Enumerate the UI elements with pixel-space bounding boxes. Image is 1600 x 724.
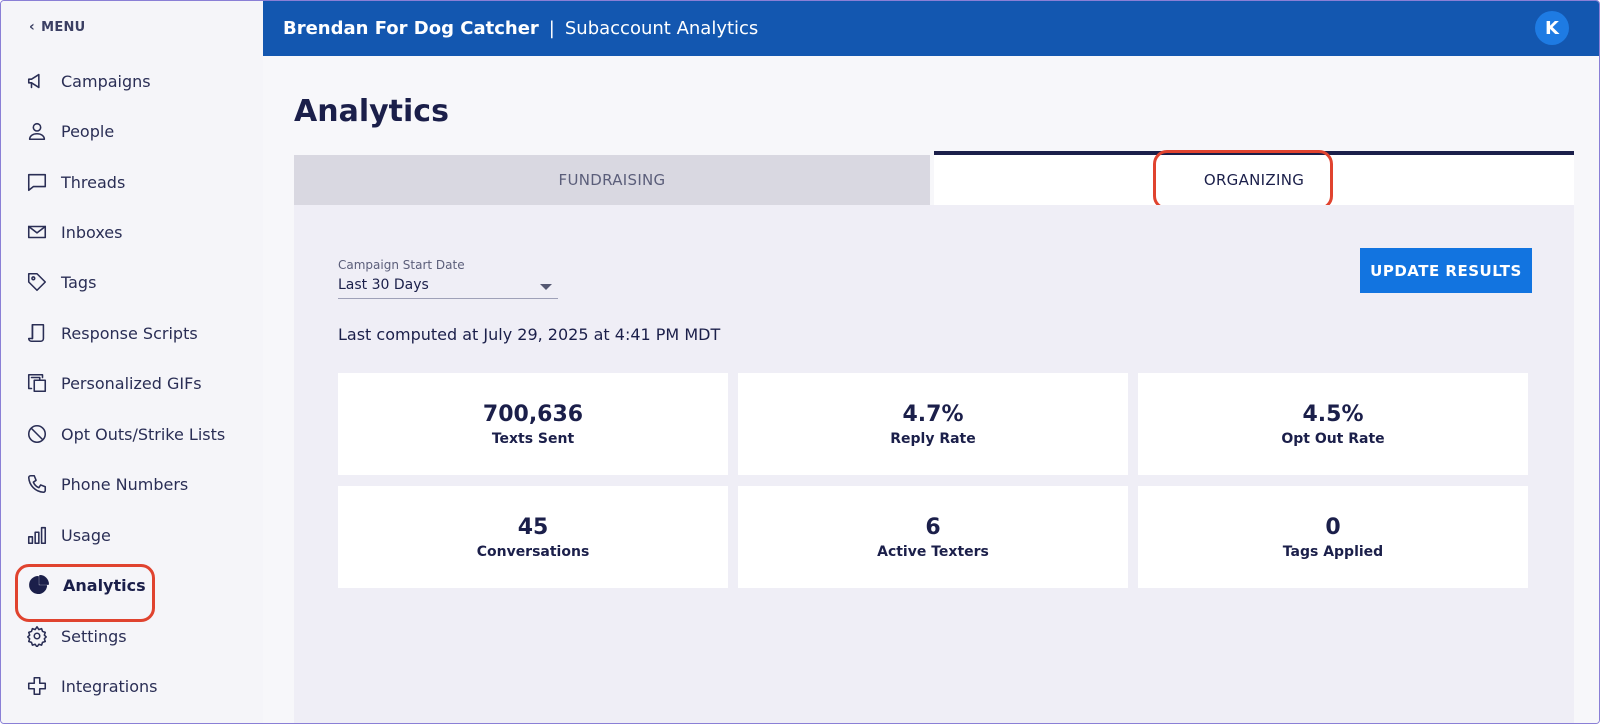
sidebar-item-usage[interactable]: Usage (25, 517, 111, 553)
person-icon (25, 119, 49, 143)
analytics-highlight-annotation (15, 564, 155, 622)
sidebar-item-phone-numbers[interactable]: Phone Numbers (25, 466, 188, 502)
sidebar-item-inboxes[interactable]: Inboxes (25, 214, 122, 250)
menu-label: MENU (41, 19, 86, 35)
stat-value: 45 (517, 514, 549, 540)
stat-card-tags-applied: 0 Tags Applied (1138, 486, 1528, 588)
sidebar-item-label: Integrations (61, 676, 158, 696)
gear-icon (25, 624, 49, 648)
sidebar-item-label: Settings (61, 626, 127, 646)
stat-card-reply-rate: 4.7% Reply Rate (738, 373, 1128, 475)
update-results-button[interactable]: UPDATE RESULTS (1360, 248, 1532, 293)
sidebar-item-integrations[interactable]: Integrations (25, 668, 158, 704)
plus-outline-icon (25, 674, 49, 698)
sidebar-item-people[interactable]: People (25, 113, 114, 149)
caret-down-icon (540, 284, 552, 290)
bar-chart-icon (25, 523, 49, 547)
sidebar-item-label: Tags (61, 272, 97, 292)
header-bar: Brendan For Dog Catcher | Subaccount Ana… (263, 1, 1599, 56)
stat-card-conversations: 45 Conversations (338, 486, 728, 588)
stat-label: Active Texters (877, 543, 989, 560)
stat-label: Reply Rate (890, 430, 976, 447)
sidebar-item-settings[interactable]: Settings (25, 618, 127, 654)
analytics-panel: Campaign Start Date Last 30 Days UPDATE … (294, 205, 1574, 723)
sidebar-item-label: Opt Outs/Strike Lists (61, 424, 226, 444)
sidebar-item-opt-outs[interactable]: Opt Outs/Strike Lists (25, 416, 225, 452)
megaphone-icon (25, 69, 49, 93)
sidebar-item-label: Usage (61, 525, 111, 545)
sidebar-item-campaigns[interactable]: Campaigns (25, 63, 151, 99)
sidebar-item-response-scripts[interactable]: Response Scripts (25, 315, 198, 351)
tab-bar: FUNDRAISING ORGANIZING (294, 151, 1574, 205)
sidebar-item-label: Response Scripts (61, 323, 198, 343)
main-content: Analytics FUNDRAISING ORGANIZING Campaig… (263, 56, 1599, 723)
stat-label: Opt Out Rate (1281, 430, 1385, 447)
block-icon (25, 422, 49, 446)
date-filter-value: Last 30 Days (338, 277, 429, 293)
avatar[interactable]: K (1535, 11, 1569, 45)
script-icon (25, 321, 49, 345)
copy-stack-icon (25, 371, 49, 395)
last-computed-text: Last computed at July 29, 2025 at 4:41 P… (338, 325, 721, 344)
stat-card-texts-sent: 700,636 Texts Sent (338, 373, 728, 475)
chevron-left-icon: ‹ (29, 19, 36, 35)
stat-label: Texts Sent (491, 430, 575, 447)
sidebar-item-label: Phone Numbers (61, 474, 189, 494)
stat-value: 0 (1325, 514, 1341, 540)
sidebar-item-label: People (61, 121, 115, 141)
sidebar-item-threads[interactable]: Threads (25, 164, 125, 200)
stat-label: Tags Applied (1282, 543, 1384, 560)
menu-back-button[interactable]: ‹ MENU (29, 19, 86, 35)
tag-icon (25, 270, 49, 294)
phone-icon (25, 472, 49, 496)
header-separator: | (548, 18, 555, 39)
sidebar-item-tags[interactable]: Tags (25, 264, 96, 300)
tab-organizing[interactable]: ORGANIZING (934, 151, 1574, 205)
chat-bubble-icon (25, 170, 49, 194)
stat-value: 4.7% (902, 401, 964, 427)
organizing-highlight-annotation (1153, 150, 1333, 210)
sidebar-item-label: Analytics (63, 575, 146, 595)
date-filter-label: Campaign Start Date (338, 258, 465, 272)
header-subtitle: Subaccount Analytics (564, 18, 759, 39)
stat-value: 4.5% (1302, 401, 1364, 427)
date-filter-select[interactable]: Last 30 Days (338, 277, 558, 299)
stat-card-opt-out-rate: 4.5% Opt Out Rate (1138, 373, 1528, 475)
stat-value: 6 (925, 514, 941, 540)
stat-value: 700,636 (482, 401, 584, 427)
stat-card-active-texters: 6 Active Texters (738, 486, 1128, 588)
sidebar: ‹ MENU Campaigns People Threads In (1, 1, 267, 723)
sidebar-item-label: Personalized GIFs (61, 373, 202, 393)
page-title: Analytics (294, 94, 449, 129)
sidebar-item-label: Inboxes (61, 222, 123, 242)
sidebar-item-label: Campaigns (61, 71, 151, 91)
sidebar-item-analytics[interactable]: Analytics (27, 567, 146, 603)
sidebar-item-personalized-gifs[interactable]: Personalized GIFs (25, 365, 202, 401)
tab-fundraising[interactable]: FUNDRAISING (294, 155, 930, 205)
stat-label: Conversations (476, 543, 590, 560)
org-name: Brendan For Dog Catcher (283, 18, 539, 39)
envelope-icon (25, 220, 49, 244)
pie-chart-icon (27, 573, 51, 597)
sidebar-item-label: Threads (61, 172, 126, 192)
